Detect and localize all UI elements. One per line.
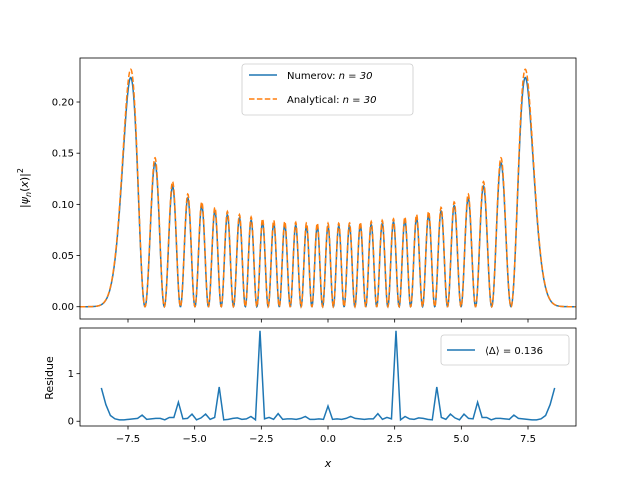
top-plot-area [80, 68, 576, 309]
top-y-tick-label: 0.15 [52, 149, 74, 160]
series-line-analytical [80, 68, 576, 309]
bottom-legend: ⟨Δ⟩ = 0.136 [440, 334, 570, 366]
bottom-x-tick-label: 7.5 [520, 434, 536, 445]
legend-numerov-label: Numerov: n = 30 [287, 71, 372, 82]
bottom-x-tick-label: 5.0 [453, 434, 469, 445]
bottom-x-tick-label: −7.5 [116, 434, 140, 445]
bottom-panel: −7.5 −5.0 −2.5 0.0 2.5 5.0 7.5 0 1 Residue x ⟨Δ⟩… [43, 327, 577, 470]
bottom-axis-ticks: −7.5 −5.0 −2.5 0.0 2.5 5.0 7.5 0 1 [68, 369, 536, 445]
series-line-residue [100, 330, 556, 422]
x-axis-label: x [324, 457, 332, 470]
top-axes-frame [79, 57, 577, 320]
top-axis-ticks: 0.00 0.05 0.10 0.15 0.20 [52, 98, 529, 323]
bottom-plot-area [100, 330, 556, 422]
top-y-tick-label: 0.05 [52, 251, 74, 262]
top-panel: 0.00 0.05 0.10 0.15 0.20 |ψn(x)|2 Numerov: n… [16, 57, 577, 323]
legend-residue-label: ⟨Δ⟩ = 0.136 [485, 346, 543, 357]
bottom-x-tick-label: −5.0 [183, 434, 207, 445]
top-legend: Numerov: n = 30 Analytical: n = 30 [241, 63, 414, 116]
top-y-tick-label: 0.00 [52, 302, 74, 313]
bottom-x-tick-label: 0.0 [320, 434, 336, 445]
bottom-axes-frame [79, 327, 577, 427]
bottom-y-tick-label: 1 [68, 369, 74, 380]
bottom-y-axis-label: Residue [43, 356, 56, 400]
bottom-y-tick-label: 0 [68, 417, 74, 428]
top-y-tick-label: 0.10 [52, 200, 74, 211]
bottom-legend-box [440, 334, 570, 366]
top-legend-box [241, 63, 414, 116]
bottom-x-tick-label: 2.5 [387, 434, 403, 445]
legend-analytical-label: Analytical: n = 30 [287, 95, 376, 106]
bottom-x-tick-label: −2.5 [249, 434, 273, 445]
top-y-tick-label: 0.20 [52, 98, 74, 109]
top-y-axis-label: |ψn(x)|2 [16, 168, 33, 208]
